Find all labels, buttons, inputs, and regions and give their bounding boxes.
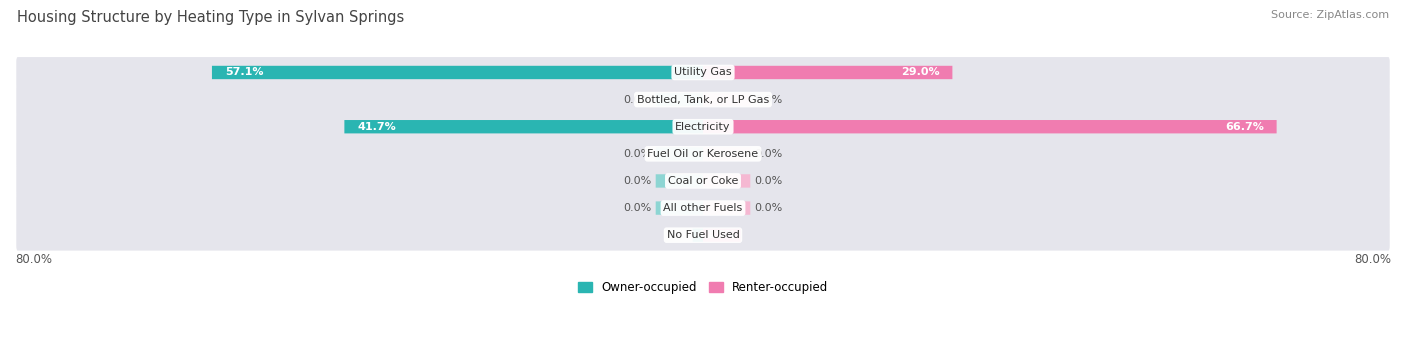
Text: 1.2%: 1.2%	[706, 230, 737, 240]
Text: 0.0%: 0.0%	[623, 203, 651, 213]
FancyBboxPatch shape	[17, 220, 1389, 251]
FancyBboxPatch shape	[703, 147, 751, 161]
Text: Fuel Oil or Kerosene: Fuel Oil or Kerosene	[647, 149, 759, 159]
Text: 0.0%: 0.0%	[755, 203, 783, 213]
Text: 4.4%: 4.4%	[697, 230, 728, 240]
FancyBboxPatch shape	[655, 93, 703, 106]
Text: Source: ZipAtlas.com: Source: ZipAtlas.com	[1271, 10, 1389, 20]
Text: 0.0%: 0.0%	[755, 149, 783, 159]
Text: Electricity: Electricity	[675, 122, 731, 132]
Text: 66.7%: 66.7%	[1225, 122, 1264, 132]
FancyBboxPatch shape	[703, 202, 751, 215]
FancyBboxPatch shape	[693, 228, 703, 242]
FancyBboxPatch shape	[17, 111, 1389, 142]
Text: 0.0%: 0.0%	[755, 94, 783, 105]
FancyBboxPatch shape	[212, 66, 703, 79]
FancyBboxPatch shape	[703, 174, 751, 188]
FancyBboxPatch shape	[17, 193, 1389, 223]
Text: Housing Structure by Heating Type in Sylvan Springs: Housing Structure by Heating Type in Syl…	[17, 10, 404, 25]
FancyBboxPatch shape	[703, 120, 1277, 133]
FancyBboxPatch shape	[655, 174, 703, 188]
Text: 57.1%: 57.1%	[225, 68, 263, 77]
Text: Coal or Coke: Coal or Coke	[668, 176, 738, 186]
FancyBboxPatch shape	[703, 93, 751, 106]
Text: 0.0%: 0.0%	[623, 176, 651, 186]
Text: 0.0%: 0.0%	[623, 149, 651, 159]
Text: 0.0%: 0.0%	[755, 176, 783, 186]
Text: 80.0%: 80.0%	[15, 253, 52, 266]
FancyBboxPatch shape	[17, 84, 1389, 115]
FancyBboxPatch shape	[703, 228, 741, 242]
FancyBboxPatch shape	[17, 57, 1389, 88]
Legend: Owner-occupied, Renter-occupied: Owner-occupied, Renter-occupied	[578, 281, 828, 294]
Text: All other Fuels: All other Fuels	[664, 203, 742, 213]
Text: 29.0%: 29.0%	[901, 68, 939, 77]
FancyBboxPatch shape	[344, 120, 703, 133]
FancyBboxPatch shape	[655, 147, 703, 161]
FancyBboxPatch shape	[17, 165, 1389, 196]
FancyBboxPatch shape	[703, 66, 952, 79]
Text: No Fuel Used: No Fuel Used	[666, 230, 740, 240]
Text: 80.0%: 80.0%	[1354, 253, 1391, 266]
Text: 41.7%: 41.7%	[357, 122, 396, 132]
Text: Bottled, Tank, or LP Gas: Bottled, Tank, or LP Gas	[637, 94, 769, 105]
Text: Utility Gas: Utility Gas	[675, 68, 731, 77]
FancyBboxPatch shape	[655, 202, 703, 215]
Text: 0.0%: 0.0%	[623, 94, 651, 105]
FancyBboxPatch shape	[17, 138, 1389, 169]
